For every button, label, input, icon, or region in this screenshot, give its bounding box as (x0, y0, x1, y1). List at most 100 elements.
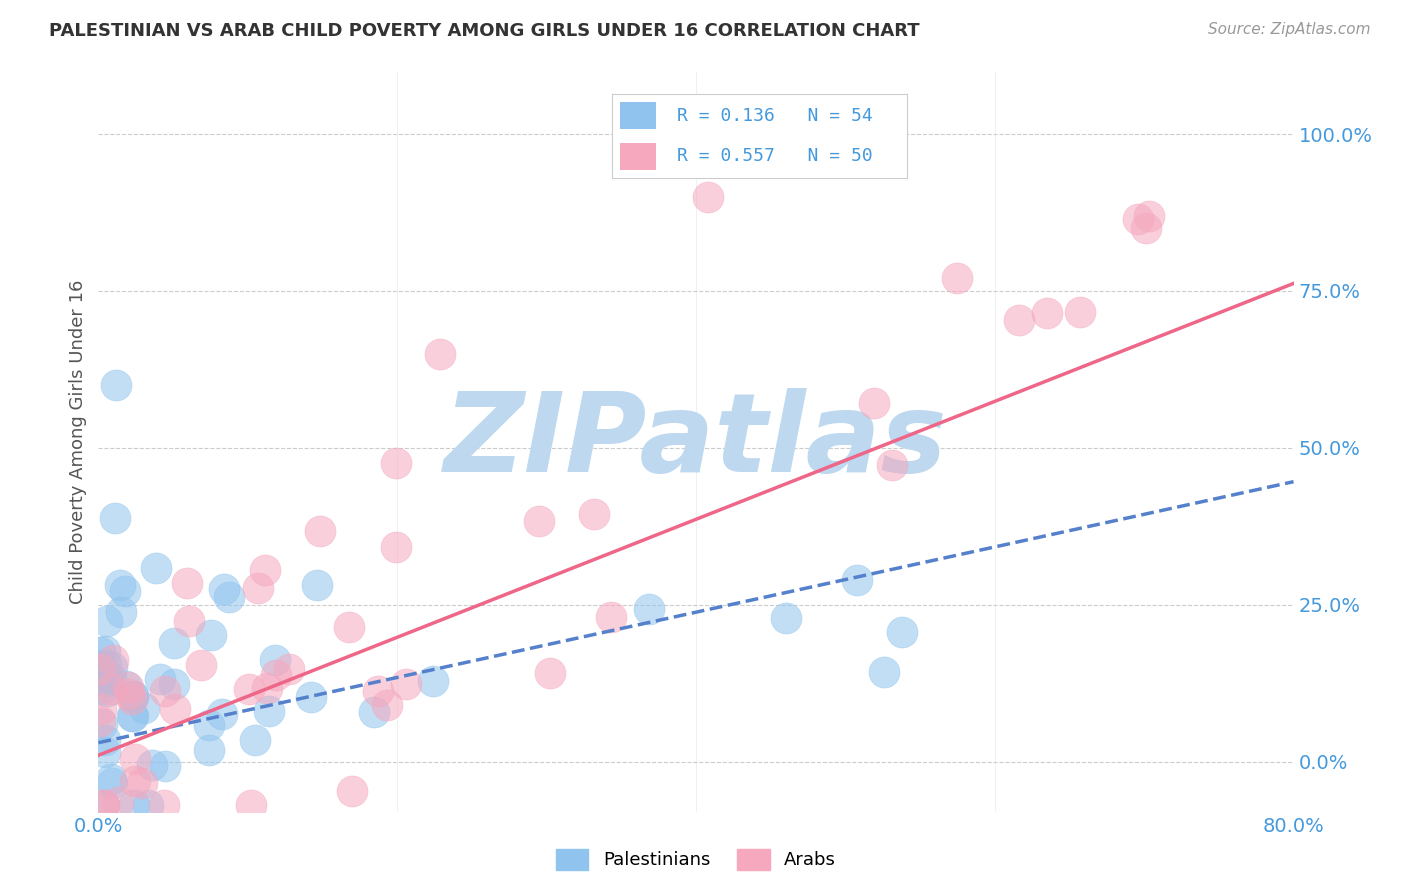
Point (101, 660, 124, 674)
Point (863, 396, 886, 410)
Point (1036, 306, 1059, 320)
Point (94, 673, 117, 688)
Text: ZIPatlas: ZIPatlas (444, 388, 948, 495)
Point (114, 584, 136, 599)
Bar (620, 103, 655, 129)
Point (429, 347, 451, 361)
Point (238, 682, 260, 697)
Point (256, 681, 278, 695)
Point (121, 709, 143, 723)
Point (200, 628, 222, 642)
Point (305, 578, 328, 592)
Text: PALESTINIAN VS ARAB CHILD POVERTY AMONG GIRLS UNDER 16 CORRELATION CHART: PALESTINIAN VS ARAB CHILD POVERTY AMONG … (49, 22, 920, 40)
Point (218, 590, 240, 604)
Point (94, 644, 117, 658)
Point (89, 714, 111, 728)
Y-axis label: Child Poverty Among Girls Under 16: Child Poverty Among Girls Under 16 (69, 279, 87, 604)
Point (277, 662, 299, 676)
Point (103, 653, 125, 667)
Point (100, 772, 122, 786)
Point (89, 645, 111, 659)
Point (141, 758, 163, 772)
Point (155, 684, 177, 698)
Point (152, 798, 174, 813)
Point (309, 524, 332, 538)
Point (153, 758, 176, 772)
Point (107, 795, 129, 809)
Point (198, 718, 221, 732)
Point (385, 541, 408, 555)
Point (890, 624, 912, 639)
Point (946, 270, 969, 285)
Point (124, 774, 146, 789)
Point (94, 657, 117, 672)
Point (94, 732, 117, 747)
Point (340, 784, 363, 798)
Point (121, 689, 143, 703)
Point (131, 775, 153, 789)
Point (527, 514, 550, 528)
Point (110, 605, 132, 619)
Point (115, 679, 138, 693)
Point (134, 701, 156, 715)
Point (264, 668, 287, 682)
Point (211, 706, 233, 721)
Point (176, 575, 198, 590)
Point (247, 582, 270, 596)
Point (93, 798, 115, 813)
Point (538, 666, 561, 681)
Point (363, 705, 385, 719)
Point (264, 653, 287, 667)
Point (108, 578, 131, 592)
Point (846, 574, 869, 588)
Point (104, 510, 127, 524)
Point (145, 561, 167, 575)
Point (136, 798, 159, 813)
Point (1069, 305, 1091, 319)
Point (301, 690, 323, 704)
Point (96, 683, 118, 698)
Point (253, 563, 276, 577)
Point (882, 458, 904, 472)
Point (163, 635, 186, 649)
Point (121, 690, 143, 704)
Point (101, 776, 124, 790)
Point (1008, 313, 1031, 327)
Point (100, 671, 122, 685)
Point (240, 798, 263, 813)
Point (104, 378, 127, 392)
Legend: Palestinians, Arabs: Palestinians, Arabs (548, 841, 844, 877)
Point (696, 190, 718, 204)
Point (257, 704, 280, 718)
Point (583, 507, 606, 521)
Point (600, 610, 623, 624)
Point (375, 698, 398, 712)
Point (122, 709, 145, 723)
Point (89, 659, 111, 673)
Point (96, 614, 118, 628)
Point (89, 662, 111, 676)
Point (124, 752, 146, 766)
Point (91, 717, 114, 731)
Point (121, 691, 143, 706)
Point (422, 674, 444, 689)
Point (367, 684, 389, 698)
Point (91, 798, 114, 813)
Point (385, 456, 408, 470)
Point (90, 681, 112, 696)
Point (117, 680, 139, 694)
Point (90, 672, 112, 686)
Point (94, 746, 117, 760)
Point (1126, 212, 1149, 227)
Point (149, 672, 172, 686)
Point (873, 665, 896, 680)
Point (339, 619, 361, 633)
Point (243, 733, 266, 747)
Point (122, 798, 145, 813)
Point (177, 614, 200, 628)
Point (1137, 209, 1160, 223)
Text: R = 0.136   N = 54: R = 0.136 N = 54 (676, 107, 872, 125)
Point (93, 798, 115, 813)
Point (118, 687, 141, 701)
Point (395, 677, 418, 691)
